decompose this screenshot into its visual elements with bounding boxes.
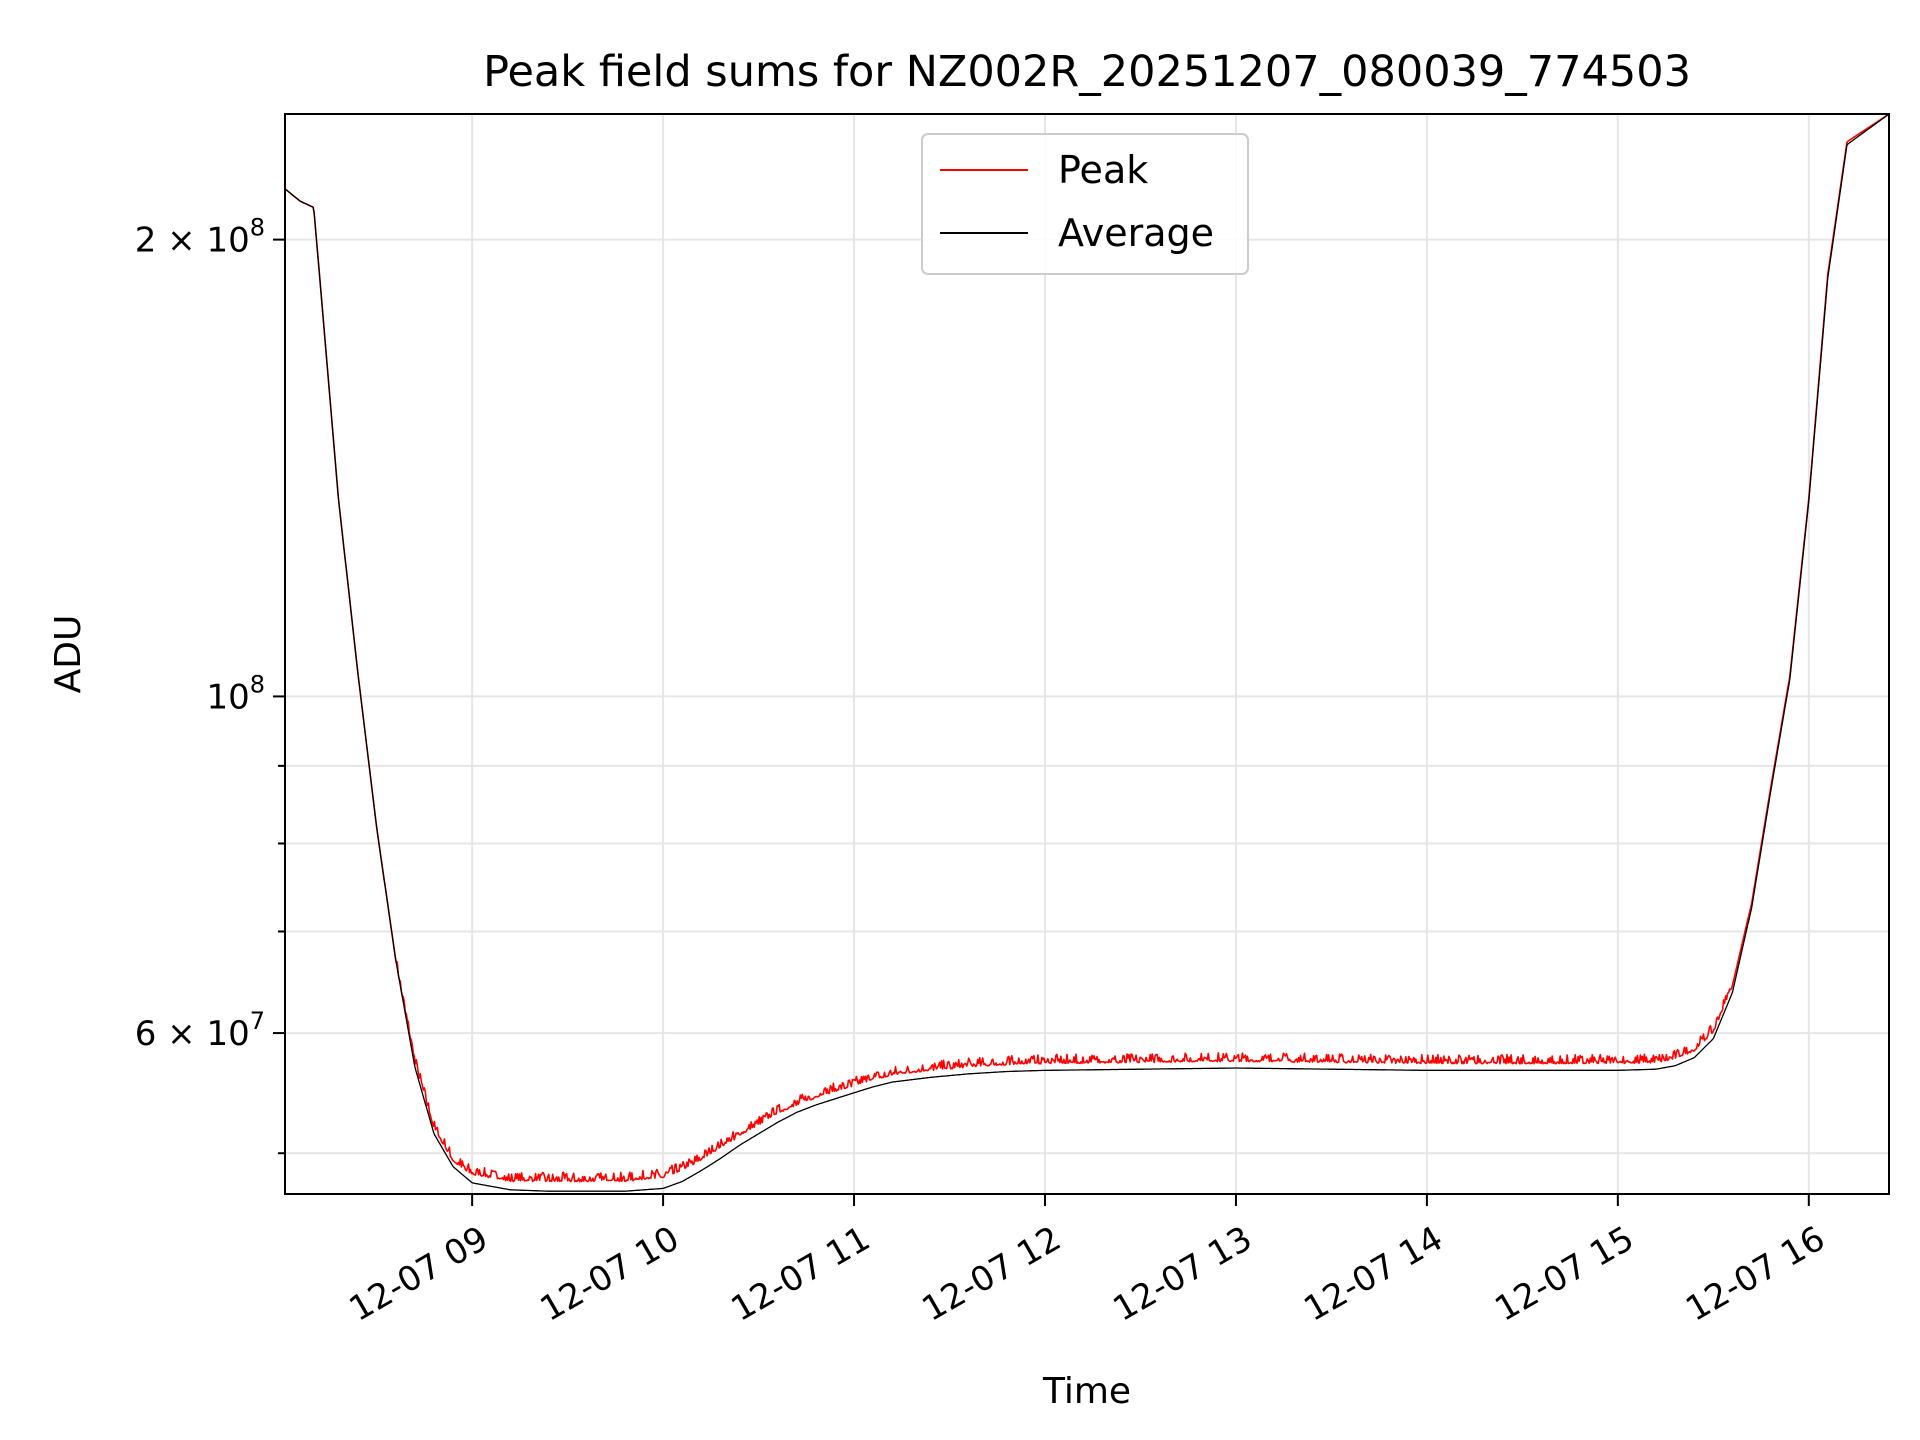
y-tick-label-base: 2 × 10 (135, 221, 250, 261)
legend-label-peak: Peak (1058, 148, 1148, 192)
x-axis-label: Time (1042, 1371, 1131, 1412)
series-line-peak (284, 113, 1890, 1183)
series-layer (284, 113, 1890, 1192)
legend-label-average: Average (1058, 211, 1214, 255)
chart-title: Peak field sums for NZ002R_20251207_0800… (483, 47, 1691, 97)
y-tick-label-exponent: 8 (250, 670, 265, 698)
legend: Peak Average (921, 133, 1249, 275)
y-tick-label: 108 (206, 670, 265, 717)
series-line-average (284, 113, 1890, 1192)
y-tick-label: 6 × 107 (135, 1007, 265, 1054)
y-tick-label-exponent: 7 (250, 1007, 265, 1035)
grid-layer (285, 114, 1889, 1194)
y-tick-label-base: 10 (206, 677, 249, 717)
y-tick-label: 2 × 108 (135, 214, 265, 261)
y-tick-label-exponent: 8 (250, 214, 265, 242)
plot-frame (284, 113, 1890, 1195)
y-tick-label-base: 6 × 10 (135, 1014, 250, 1054)
y-axis-label: ADU (48, 615, 89, 694)
